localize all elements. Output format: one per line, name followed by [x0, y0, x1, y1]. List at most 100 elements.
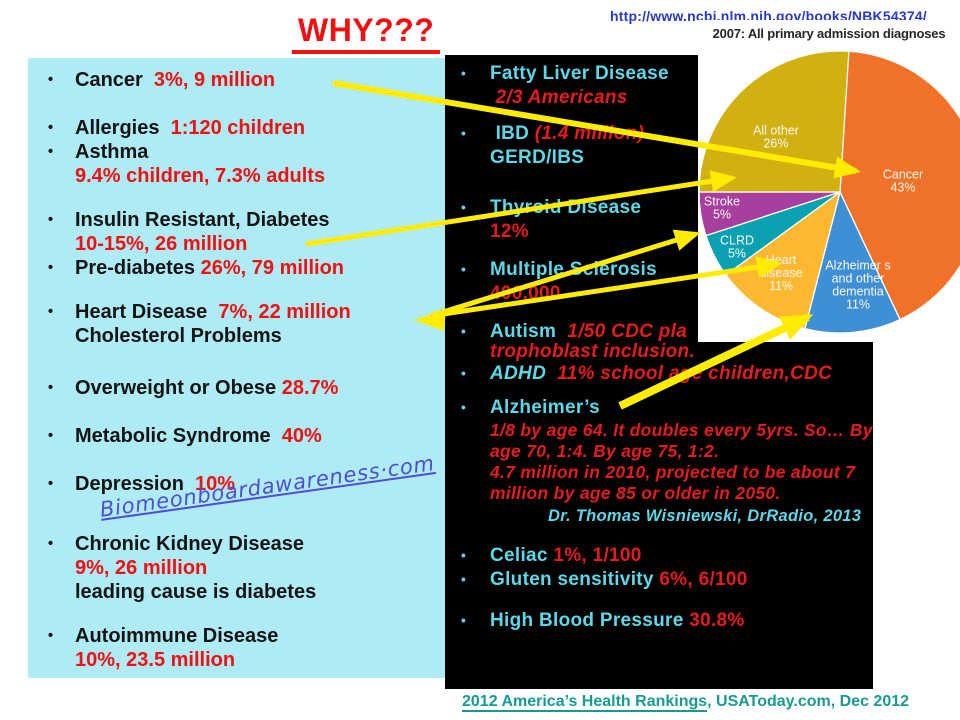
bullet-icon: • — [461, 613, 467, 628]
bullet-spacer — [48, 556, 75, 580]
bullet-spacer — [461, 282, 490, 306]
list-item-text: Cholesterol Problems — [75, 324, 282, 348]
bullet-icon: • — [461, 324, 467, 339]
text-part: 7%, 22 million — [207, 301, 351, 323]
list-item-text: Fatty Liver Disease — [490, 62, 669, 86]
list-item: • Chronic Kidney Disease — [28, 532, 445, 556]
bullet-icon: • — [48, 536, 54, 552]
pie-slice-label: Cancer 43% — [883, 168, 923, 195]
bullet-icon: • — [48, 428, 54, 444]
list-item: • Overweight or Obese 28.7% — [28, 376, 445, 400]
list-item-text: leading cause is diabetes — [75, 580, 316, 604]
text-part: Autoimmune Disease — [75, 625, 279, 647]
bullet-spacer — [48, 648, 75, 672]
bullet-icon: • — [461, 572, 467, 587]
bullet-spacer — [461, 86, 490, 110]
list-item: • Heart Disease 7%, 22 million — [28, 300, 445, 324]
pie-chart-svg: Cancer 43% Alzheimer s and other dementia 11%… — [698, 50, 960, 334]
text-part: 1%, 1/100 — [547, 545, 642, 566]
text-part: Multiple Sclerosis — [490, 259, 657, 280]
pie-slice-all-other — [698, 50, 850, 193]
citation-link[interactable]: 2012 America’s Health Rankings — [462, 693, 708, 712]
list-item: 10%, 23.5 million — [28, 648, 445, 672]
text-part: Insulin Resistant, Diabetes — [75, 209, 330, 231]
list-item-text: Insulin Resistant, Diabetes — [75, 208, 330, 232]
bullet-icon: • — [48, 380, 54, 396]
list-item-text: 400,000 — [490, 282, 561, 306]
pie-chart-title: 2007: All primary admission diagnoses — [712, 26, 946, 41]
list-item-text: Cancer 3%, 9 million — [75, 68, 275, 92]
list-item-text: Pre-diabetes 26%, 79 million — [75, 256, 344, 280]
list-spacer — [445, 592, 873, 609]
text-part: 1/8 by age 64. It doubles every 5yrs. So… — [490, 420, 873, 461]
pie-slice-cancer — [839, 50, 960, 321]
list-item-text: Allergies 1:120 children — [75, 116, 305, 140]
text-part: 3%, 9 million — [142, 69, 276, 91]
list-item-text: Thyroid Disease — [490, 196, 641, 220]
left-disease-list: • Cancer 3%, 9 million • Allergies 1:120 ch… — [28, 58, 445, 672]
text-part: Cancer — [75, 69, 143, 91]
text-part: Cholesterol Problems — [75, 325, 282, 347]
list-item-text: 9.4% children, 7.3% adults — [75, 164, 325, 188]
list-item-text: 12% — [490, 220, 529, 244]
text-part: 30.8% — [683, 610, 745, 631]
list-item: • Cancer 3%, 9 million — [28, 68, 445, 92]
list-item: • Fatty Liver Disease — [445, 62, 873, 86]
bullet-icon: • — [48, 304, 54, 320]
list-item-text: 1/8 by age 64. It doubles every 5yrs. So… — [490, 420, 873, 462]
bullet-spacer — [461, 342, 490, 362]
text-part: 26%, 79 million — [195, 257, 345, 279]
list-item-text: High Blood Pressure 30.8% — [490, 609, 745, 633]
list-item-text: Asthma — [75, 140, 148, 164]
left-stats-panel: • Cancer 3%, 9 million • Allergies 1:120 ch… — [28, 58, 445, 678]
list-item: 1/8 by age 64. It doubles every 5yrs. So… — [445, 420, 873, 462]
citation-rest: , USAToday.com, Dec 2012 — [707, 693, 910, 710]
list-item-text: Overweight or Obese 28.7% — [75, 376, 338, 400]
list-item: 4.7 million in 2010, projected to be abo… — [445, 462, 873, 504]
text-part: Asthma — [75, 141, 149, 163]
text-part: 2/3 Americans — [490, 87, 628, 108]
text-part: 1:120 children — [159, 117, 306, 139]
list-spacer — [28, 280, 445, 300]
text-part: 6%, 6/100 — [653, 569, 748, 590]
list-spacer — [28, 348, 445, 376]
text-part: 400,000 — [490, 283, 561, 304]
list-item-text: Depression 10% — [75, 472, 235, 496]
bullet-icon: • — [461, 66, 467, 81]
text-part: Fatty Liver Disease — [490, 63, 669, 84]
list-item: • ADHD 11% school age children,CDC — [445, 362, 873, 386]
bullet-icon: • — [48, 120, 54, 136]
page-title: WHY??? — [292, 12, 441, 54]
list-spacer — [445, 528, 873, 544]
text-part: Alzheimer’s — [490, 397, 600, 418]
text-part: Depression — [75, 473, 184, 495]
bullet-icon: • — [48, 476, 54, 492]
list-item: • Depression 10% — [28, 472, 445, 496]
pie-slice-label: Alzheimer s and other dementia 11% — [825, 259, 890, 312]
list-item: • Metabolic Syndrome 40% — [28, 424, 445, 448]
list-spacer — [445, 386, 873, 396]
list-item: • Gluten sensitivity 6%, 6/100 — [445, 568, 873, 592]
bullet-icon: • — [48, 628, 54, 644]
text-part: 1/50 CDC pla — [556, 321, 688, 342]
text-part: Pre-diabetes — [75, 257, 196, 279]
list-item: • Asthma — [28, 140, 445, 164]
list-item-text: Metabolic Syndrome 40% — [75, 424, 322, 448]
list-item: Dr. Thomas Wisniewski, DrRadio, 2013 — [445, 504, 873, 528]
list-item: • Celiac 1%, 1/100 — [445, 544, 873, 568]
text-part: High Blood Pressure — [490, 610, 684, 631]
text-part: 40% — [270, 425, 322, 447]
text-part: 10% — [183, 473, 236, 495]
bullet-spacer — [461, 220, 490, 244]
bullet-icon: • — [461, 400, 467, 415]
text-part: Dr. Thomas Wisniewski, DrRadio, 2013 — [548, 507, 862, 525]
text-part: Overweight or Obese — [75, 377, 277, 399]
bullet-spacer — [461, 462, 490, 504]
text-part: ADHD — [490, 363, 547, 384]
text-part: Allergies — [75, 117, 160, 139]
list-item-text: Autoimmune Disease — [75, 624, 278, 648]
bullet-spacer — [461, 420, 490, 462]
list-spacer — [28, 92, 445, 116]
bullet-spacer — [48, 232, 75, 256]
bullet-icon: • — [461, 126, 467, 141]
